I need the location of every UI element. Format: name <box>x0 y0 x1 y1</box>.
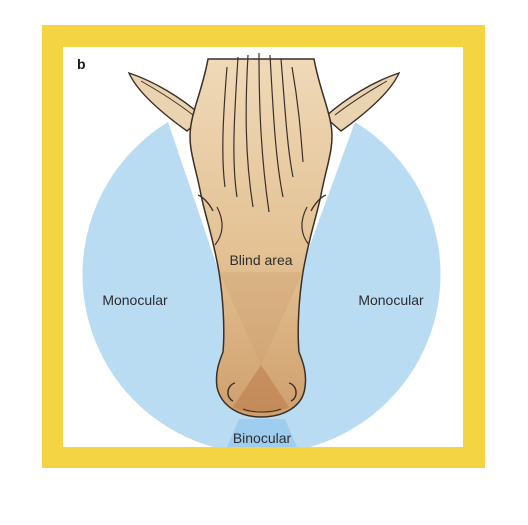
right-nostril <box>288 382 297 402</box>
figure-panel: b Monocular Monocular Blind area Binocul… <box>63 47 463 447</box>
blind-area-shade <box>219 272 303 365</box>
left-ear-inner <box>140 80 194 116</box>
horse-head <box>189 58 333 418</box>
label-monocular-right: Monocular <box>358 292 424 308</box>
label-monocular-left: Monocular <box>102 292 168 308</box>
label-blind-area: Blind area <box>229 252 292 268</box>
left-nostril <box>227 382 236 402</box>
panel-label: b <box>77 56 86 72</box>
left-ear <box>127 71 205 132</box>
field-of-view-area <box>82 122 441 447</box>
label-binocular: Binocular <box>233 430 292 446</box>
left-eye-ridge <box>197 194 214 212</box>
right-ear-inner <box>334 80 388 116</box>
right-ear <box>323 71 401 132</box>
forelock <box>214 52 310 246</box>
horse-vision-diagram: b Monocular Monocular Blind area Binocul… <box>77 52 441 447</box>
binocular-area <box>227 419 297 447</box>
right-eye-ridge <box>310 194 327 212</box>
nose-shade <box>233 365 289 413</box>
muzzle-line <box>242 408 282 413</box>
